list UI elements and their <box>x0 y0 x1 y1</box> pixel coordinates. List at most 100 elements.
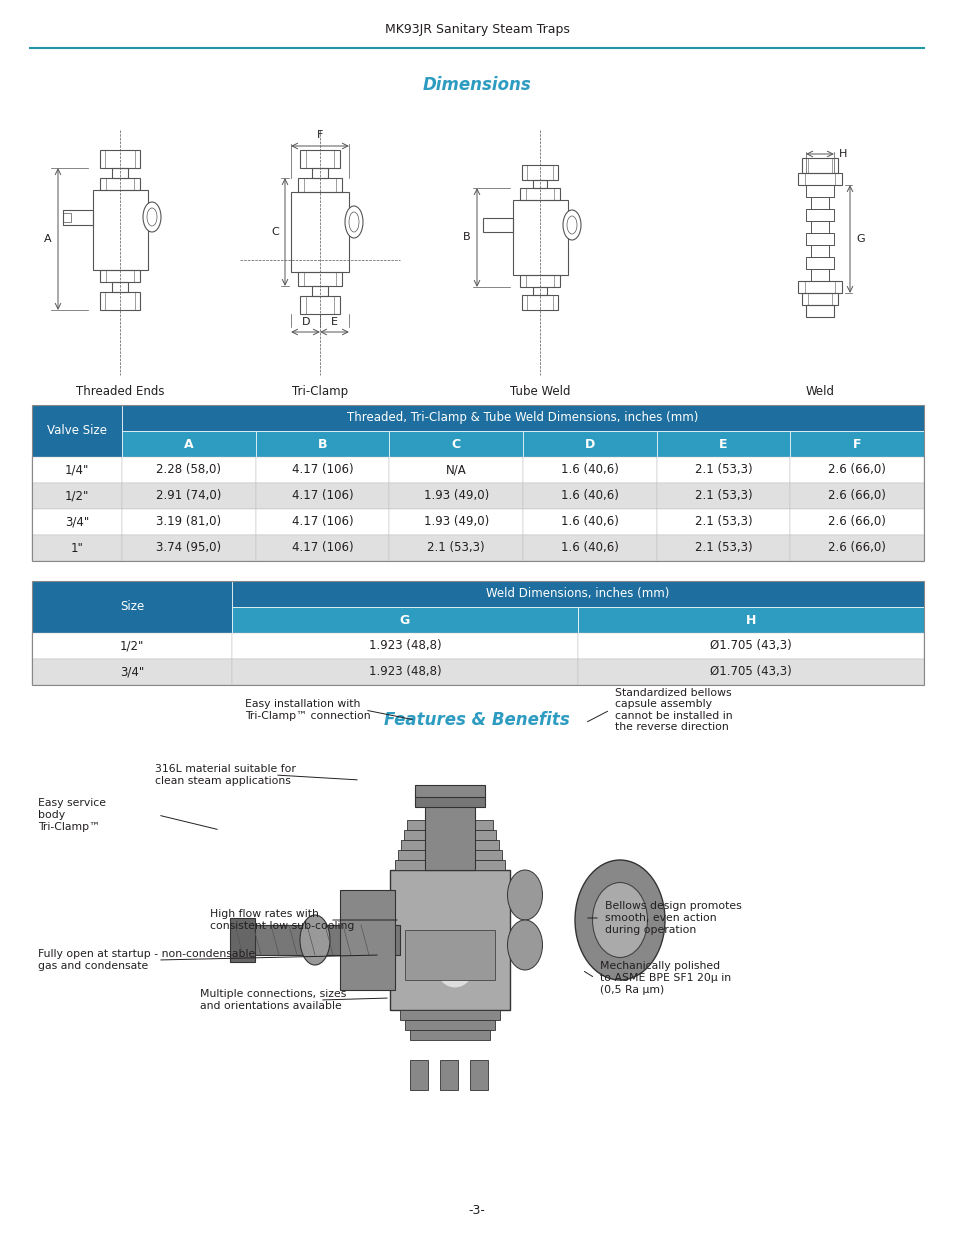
Text: 3.74 (95,0): 3.74 (95,0) <box>156 541 221 555</box>
Bar <box>805 257 833 269</box>
Bar <box>32 580 232 634</box>
Bar <box>122 457 255 483</box>
Bar <box>810 269 828 282</box>
Bar <box>389 535 522 561</box>
Bar <box>519 275 559 287</box>
Text: Ø1.705 (43,3): Ø1.705 (43,3) <box>709 666 791 678</box>
Text: 1.6 (40,6): 1.6 (40,6) <box>560 541 618 555</box>
Bar <box>533 287 546 295</box>
Bar <box>797 173 841 185</box>
Bar <box>810 198 828 209</box>
Text: B: B <box>317 437 327 451</box>
Text: 2.1 (53,3): 2.1 (53,3) <box>694 463 752 477</box>
Text: 1/2": 1/2" <box>120 640 144 652</box>
Bar <box>255 535 389 561</box>
Bar <box>805 185 833 198</box>
Bar <box>122 483 255 509</box>
Bar <box>232 606 578 634</box>
Bar <box>578 659 923 685</box>
Bar <box>403 830 496 840</box>
Bar <box>250 925 399 955</box>
Text: 4.17 (106): 4.17 (106) <box>292 515 353 529</box>
Text: 1": 1" <box>71 541 83 555</box>
Bar <box>801 293 837 305</box>
Bar <box>424 800 475 869</box>
Bar <box>513 200 567 275</box>
Text: 2.6 (66,0): 2.6 (66,0) <box>827 515 885 529</box>
Bar <box>400 840 498 850</box>
Text: N/A: N/A <box>445 463 466 477</box>
Text: 4.17 (106): 4.17 (106) <box>292 463 353 477</box>
Bar <box>519 188 559 200</box>
Text: Bellows design promotes
smooth, even action
during operation: Bellows design promotes smooth, even act… <box>604 902 741 935</box>
Bar <box>522 457 656 483</box>
Bar <box>789 483 923 509</box>
Bar <box>32 535 122 561</box>
Ellipse shape <box>507 920 542 969</box>
Text: 1.93 (49,0): 1.93 (49,0) <box>423 489 488 503</box>
Text: Fully open at startup - non-condensable
gas and condensate: Fully open at startup - non-condensable … <box>38 950 255 971</box>
Text: D: D <box>301 317 310 327</box>
Bar <box>63 212 71 222</box>
Bar <box>533 180 546 188</box>
Bar <box>122 405 923 431</box>
Text: Weld: Weld <box>804 385 834 398</box>
Bar <box>312 168 328 178</box>
Text: Ø1.705 (43,3): Ø1.705 (43,3) <box>709 640 791 652</box>
Bar <box>810 245 828 257</box>
Bar <box>805 305 833 317</box>
Text: 2.91 (74,0): 2.91 (74,0) <box>156 489 221 503</box>
Bar <box>100 178 140 190</box>
Text: Tri-Clamp: Tri-Clamp <box>292 385 348 398</box>
Bar <box>100 149 140 168</box>
Text: Multiple connections, sizes
and orientations available: Multiple connections, sizes and orientat… <box>200 989 346 1010</box>
Bar <box>415 785 484 797</box>
Bar <box>789 431 923 457</box>
Bar <box>522 483 656 509</box>
Bar <box>578 606 923 634</box>
Bar <box>789 457 923 483</box>
Bar <box>255 509 389 535</box>
Text: Easy service
body
Tri-Clamp™: Easy service body Tri-Clamp™ <box>38 798 106 831</box>
Text: E: E <box>330 317 337 327</box>
Text: 1.923 (48,8): 1.923 (48,8) <box>368 666 441 678</box>
Bar <box>522 431 656 457</box>
Text: 3/4": 3/4" <box>65 515 89 529</box>
Bar <box>439 1060 457 1091</box>
Bar <box>397 850 501 860</box>
Bar <box>122 535 255 561</box>
Bar <box>578 634 923 659</box>
Text: 1.6 (40,6): 1.6 (40,6) <box>560 489 618 503</box>
Ellipse shape <box>575 860 664 981</box>
Circle shape <box>436 952 473 988</box>
Bar <box>410 1060 428 1091</box>
Bar <box>32 483 122 509</box>
Text: 3.19 (81,0): 3.19 (81,0) <box>156 515 221 529</box>
Text: Features & Benefits: Features & Benefits <box>384 711 569 729</box>
Text: Dimensions: Dimensions <box>422 77 531 94</box>
Text: 4.17 (106): 4.17 (106) <box>292 541 353 555</box>
Bar <box>32 509 122 535</box>
Bar <box>656 535 789 561</box>
Bar <box>522 509 656 535</box>
Text: G: G <box>855 233 863 245</box>
Text: 2.6 (66,0): 2.6 (66,0) <box>827 489 885 503</box>
Text: Weld Dimensions, inches (mm): Weld Dimensions, inches (mm) <box>486 588 669 600</box>
Bar <box>470 1060 488 1091</box>
Text: E: E <box>719 437 727 451</box>
Bar <box>789 535 923 561</box>
Text: High flow rates with
consistent low sub-cooling: High flow rates with consistent low sub-… <box>210 909 354 931</box>
Bar <box>92 190 148 270</box>
Text: Standardized bellows
capsule assembly
cannot be installed in
the reverse directi: Standardized bellows capsule assembly ca… <box>615 688 732 732</box>
Bar <box>255 483 389 509</box>
Bar <box>122 509 255 535</box>
Text: B: B <box>463 232 471 242</box>
Bar <box>32 405 122 457</box>
Bar <box>100 270 140 282</box>
Text: 2.6 (66,0): 2.6 (66,0) <box>827 463 885 477</box>
Bar <box>805 209 833 221</box>
Bar <box>297 272 341 287</box>
Text: 2.1 (53,3): 2.1 (53,3) <box>694 489 752 503</box>
Bar <box>407 820 493 830</box>
Bar <box>656 509 789 535</box>
